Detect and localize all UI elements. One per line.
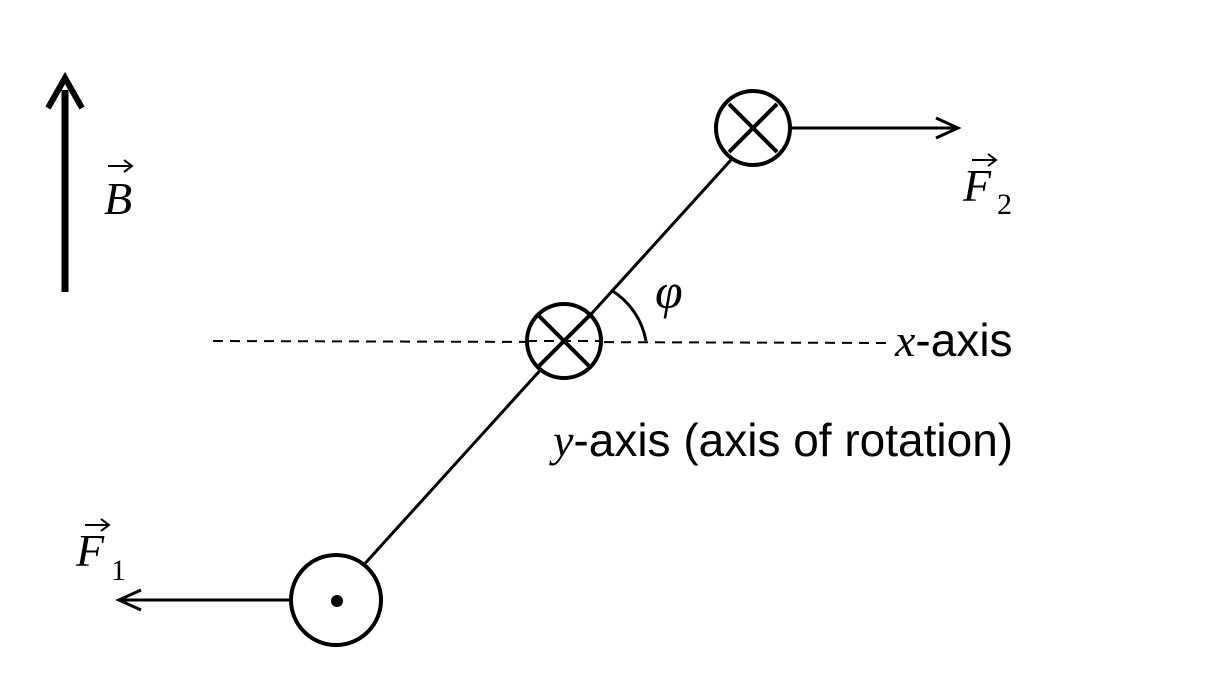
force-1-arrow bbox=[115, 588, 290, 612]
svg-text:2: 2 bbox=[997, 188, 1012, 221]
x-axis-line bbox=[212, 340, 891, 344]
magnetic-field-label: B bbox=[104, 159, 134, 224]
force-1-label: F 1 bbox=[75, 518, 126, 587]
svg-text:1: 1 bbox=[111, 554, 126, 587]
magnetic-field-arrow bbox=[45, 71, 85, 292]
current-out-of-page-icon bbox=[289, 553, 383, 647]
angle-arc bbox=[610, 288, 648, 342]
y-axis-label: y-axis (axis of rotation) bbox=[549, 414, 1013, 466]
svg-text:F: F bbox=[75, 525, 105, 576]
current-into-page-icon bbox=[525, 302, 603, 380]
current-into-page-icon bbox=[714, 89, 792, 167]
force-2-arrow bbox=[790, 116, 962, 140]
svg-text:B: B bbox=[104, 173, 132, 224]
x-axis-label: x-axis bbox=[894, 314, 1013, 366]
force-2-label: F 2 bbox=[962, 153, 1012, 221]
svg-text:F: F bbox=[962, 160, 992, 211]
angle-label: φ bbox=[655, 263, 683, 319]
